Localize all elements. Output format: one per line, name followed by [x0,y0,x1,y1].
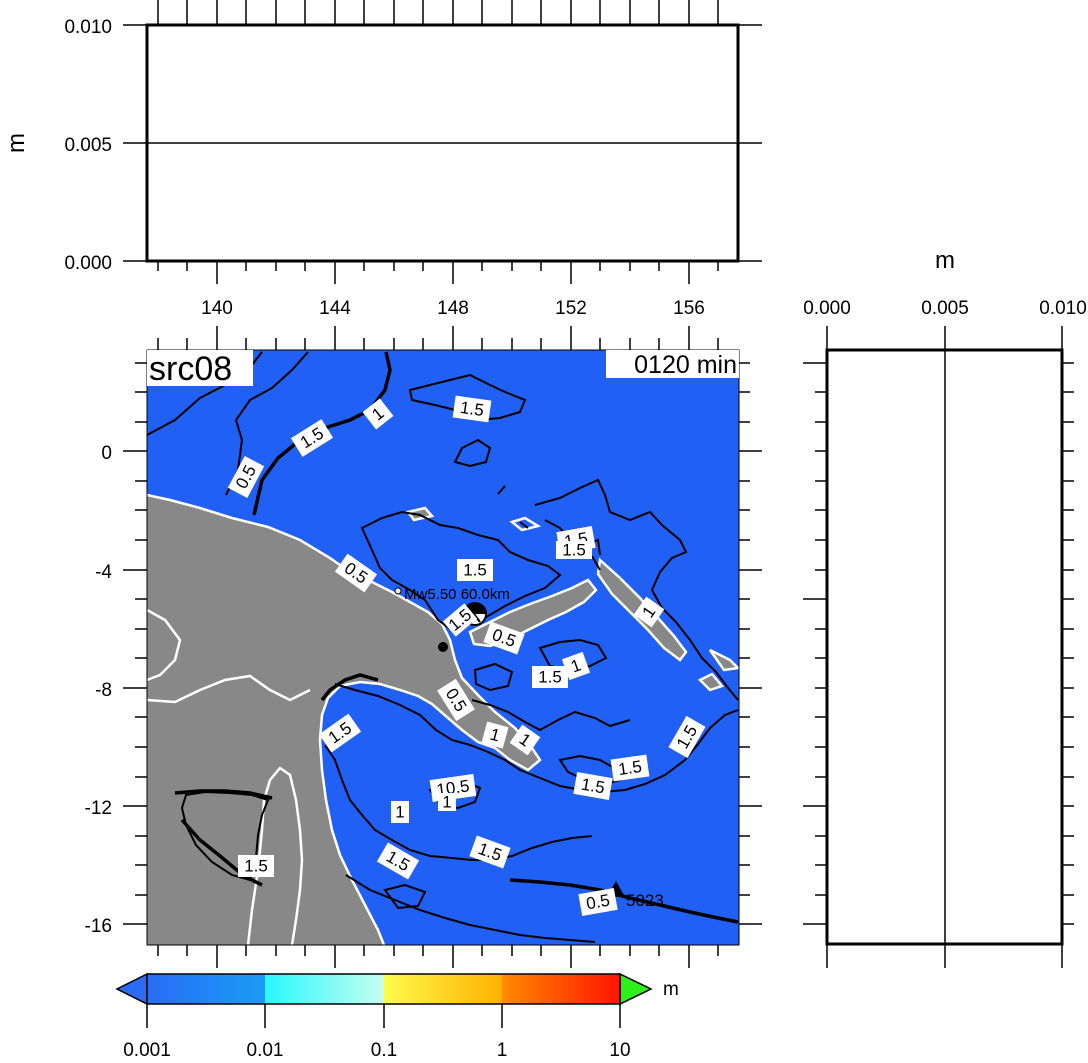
colorbar-segment-1 [147,974,265,1004]
colorbar-tick-10: 10 [609,1040,630,1061]
colorbar-segment-3 [384,974,502,1004]
top-panel-y-tick-0010: 0.010 [64,17,112,38]
colorbar-low-arrow [115,972,148,1006]
top-panel-x-tick-148: 148 [437,298,469,319]
contour-label-text: 1.5 [617,757,643,779]
top-panel-x-tick-152: 152 [555,298,587,319]
top-panel: 0.010 0.005 0.000 m 140 144 148 152 156 [3,0,762,319]
contour-label: 1.5 [452,395,492,423]
contour-label: 1 [509,724,541,756]
time-label: 0120 min [634,351,737,379]
contour-label: 1.5 [532,666,568,688]
map-ticks [123,326,762,968]
top-panel-y-axis-label: m [3,133,30,153]
colorbar: m 0.001 0.01 0.1 1 10 [115,972,679,1061]
side-panel-x-axis-label: m [935,247,955,274]
contour-label: 0.5 [437,678,475,722]
contour-label: 1 [362,398,394,430]
contour-label-text: 1 [395,803,404,822]
top-panel-y-ticks [123,24,762,262]
map-frame [146,349,740,946]
cape-york [248,768,302,945]
map-lat-tick-0: 0 [101,443,112,464]
contour-label-text: 1.5 [562,541,586,560]
contour-label-text: 1 [442,793,451,812]
side-panel-x-tick-0005: 0.005 [921,298,969,319]
map-lat-tick-minus4: -4 [95,562,112,583]
map-title: src08 [149,350,232,388]
event-label: Mw5.50 60.0km [404,586,510,603]
contour-label: 0.5 [578,888,618,916]
colorbar-high-arrow [619,972,653,1006]
contour-label: 1 [391,801,409,823]
top-panel-x-ticks [157,0,719,284]
colorbar-tick-0001: 0.001 [123,1040,171,1061]
contour-label-text: 1.5 [538,668,562,687]
side-panel-x-tick-0000: 0.000 [803,298,851,319]
side-panel-ticks [803,326,1074,968]
colorbar-segment-2 [265,974,384,1004]
contour-label: 1.5 [556,541,592,560]
contour-label: 1 [438,793,456,812]
contour-lines [147,351,739,943]
contour-label: 1.5 [238,855,274,877]
map-lat-tick-minus8: -8 [95,680,112,701]
map-lat-tick-minus12: -12 [85,798,112,819]
colorbar-ticks [146,1004,621,1028]
station-label: 5023 [626,891,664,910]
side-panel-x-tick-0010: 0.010 [1039,298,1087,319]
contour-label: 1.5 [290,419,334,457]
top-panel-y-tick-0005: 0.005 [64,135,112,156]
contour-label: 1 [633,596,665,628]
side-panel: m 0.000 0.005 0.010 [803,247,1087,968]
contour-label: 1 [561,651,591,681]
top-panel-x-tick-156: 156 [673,298,705,319]
contour-label: 1 [481,721,509,749]
map-lat-tick-minus16: -16 [85,916,112,937]
map-panel: 0 -4 -8 -12 -16 src08 0120 min Mw5.50 60… [85,326,762,968]
colorbar-tick-001: 0.01 [247,1040,284,1061]
colorbar-tick-1: 1 [497,1040,508,1061]
contour-label-text: 1.5 [580,775,607,798]
colorbar-tick-01: 0.1 [371,1040,397,1061]
contour-label-text: 1.5 [463,561,487,580]
contour-label: 1.5 [610,754,650,782]
time-label-box [606,350,739,378]
map-title-box [147,350,253,386]
contour-label: 1.5 [573,772,613,800]
colorbar-segment-4 [502,974,620,1004]
colorbar-unit: m [663,979,679,1000]
contour-label-text: 0.5 [585,891,612,914]
top-panel-x-tick-140: 140 [201,298,233,319]
event-marker [394,587,402,595]
epicenter-dot [438,642,448,652]
top-panel-y-tick-0000: 0.000 [64,253,112,274]
land-mass [147,495,540,945]
contour-label-text: 1.5 [459,398,485,420]
contour-label: 1.5 [457,559,493,581]
contour-label-text: 1.5 [244,857,268,876]
top-panel-x-tick-144: 144 [319,298,351,319]
